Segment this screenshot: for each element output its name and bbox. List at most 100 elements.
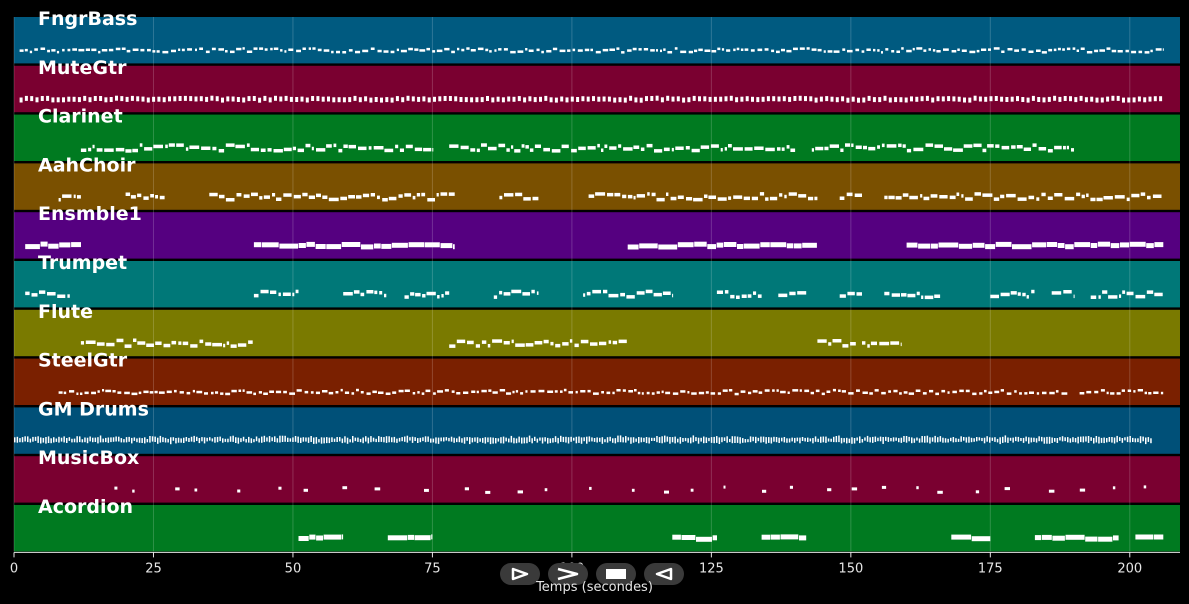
note — [661, 436, 663, 444]
note — [443, 96, 447, 101]
note — [86, 437, 89, 444]
note — [979, 392, 983, 395]
note — [316, 148, 326, 152]
note — [571, 148, 577, 153]
note — [139, 143, 143, 147]
stop-button[interactable] — [596, 563, 636, 585]
note — [238, 389, 242, 392]
note — [1026, 97, 1030, 103]
note — [315, 391, 320, 395]
note — [622, 437, 624, 443]
note-group — [25, 241, 81, 250]
note — [503, 48, 508, 51]
note — [969, 50, 976, 54]
note — [798, 95, 802, 101]
note — [569, 339, 573, 343]
note — [866, 435, 869, 442]
note — [76, 436, 78, 443]
note — [69, 390, 75, 393]
note — [796, 437, 799, 442]
note — [1023, 147, 1031, 151]
note — [717, 197, 727, 201]
note — [529, 148, 534, 152]
note — [953, 148, 963, 152]
note — [788, 438, 791, 443]
note — [799, 535, 807, 541]
note — [1077, 436, 1079, 444]
note — [485, 48, 489, 52]
note — [947, 438, 949, 443]
note — [40, 241, 48, 247]
note — [270, 47, 273, 51]
note-group — [80, 143, 434, 153]
note — [838, 435, 840, 443]
note — [1053, 95, 1057, 101]
note — [661, 390, 664, 394]
note — [317, 48, 322, 52]
note-group — [387, 534, 433, 541]
note — [931, 97, 935, 103]
note — [1096, 197, 1103, 202]
forward-button[interactable] — [548, 563, 588, 585]
note — [778, 293, 788, 298]
note — [263, 95, 267, 101]
note — [1117, 50, 1123, 53]
note — [675, 146, 684, 150]
note — [29, 50, 33, 54]
track-lane — [14, 163, 1180, 210]
note — [80, 341, 84, 345]
note — [281, 435, 284, 442]
note — [71, 438, 73, 443]
note — [961, 49, 967, 52]
note — [793, 47, 798, 51]
note — [236, 193, 242, 197]
note — [651, 192, 656, 197]
note — [515, 390, 519, 393]
note — [51, 97, 55, 103]
note — [596, 437, 598, 443]
note — [627, 437, 630, 441]
note — [890, 341, 900, 345]
note — [231, 96, 235, 102]
note — [703, 436, 705, 444]
note — [192, 389, 195, 393]
note — [867, 344, 870, 348]
note — [289, 392, 295, 395]
note — [470, 148, 476, 152]
note — [1069, 438, 1072, 443]
note — [431, 534, 433, 540]
note — [832, 388, 836, 392]
note — [957, 438, 960, 442]
rewind-button[interactable] — [644, 563, 684, 585]
note — [599, 341, 607, 346]
note — [370, 193, 375, 197]
note — [1097, 241, 1111, 247]
note — [1069, 96, 1072, 102]
note — [1038, 147, 1047, 151]
note — [193, 435, 195, 443]
note — [641, 392, 644, 395]
note — [289, 438, 292, 442]
note — [390, 50, 395, 54]
note — [1137, 96, 1141, 102]
note — [950, 437, 952, 442]
note — [562, 342, 569, 346]
note — [728, 144, 732, 148]
note — [1140, 192, 1146, 196]
note — [743, 243, 760, 249]
note — [342, 51, 347, 54]
note — [937, 437, 939, 443]
track-lane — [14, 65, 1180, 113]
note — [749, 436, 752, 443]
note — [883, 95, 887, 101]
note — [603, 289, 608, 294]
note — [494, 49, 497, 52]
note — [417, 438, 419, 443]
note — [835, 436, 838, 443]
note — [530, 390, 536, 393]
note — [814, 196, 818, 201]
note — [258, 391, 262, 394]
note — [1007, 48, 1013, 51]
play-button[interactable] — [500, 563, 540, 585]
